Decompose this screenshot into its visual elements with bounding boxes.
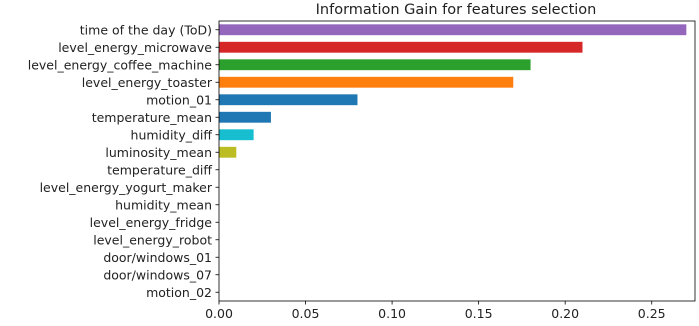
bar-1 — [219, 41, 583, 53]
bar-6 — [219, 129, 254, 141]
x-tick-label-5: 0.25 — [638, 306, 666, 321]
y-tick-label-14: door/windows_07 — [103, 267, 212, 282]
y-tick-label-13: door/windows_01 — [103, 250, 212, 265]
chart-title: Information Gain for features selection — [316, 2, 597, 18]
y-tick-label-11: level_energy_fridge — [90, 215, 213, 230]
x-tick-label-1: 0.05 — [292, 306, 320, 321]
bar-4 — [219, 94, 358, 106]
y-tick-label-1: level_energy_microwave — [58, 40, 212, 55]
plot-frame — [218, 20, 696, 302]
y-tick-labels: time of the day (ToD) level_energy_microw… — [28, 22, 219, 300]
x-tick-label-3: 0.15 — [465, 306, 493, 321]
y-tick-label-4: motion_01 — [146, 92, 212, 107]
x-axis: 0.00 0.05 0.10 0.15 0.20 0.25 — [205, 301, 666, 321]
y-tick-label-10: humidity_mean — [115, 197, 212, 212]
y-tick-label-6: humidity_diff — [131, 127, 213, 142]
y-tick-label-7: luminosity_mean — [105, 145, 212, 160]
y-tick-label-15: motion_02 — [146, 285, 212, 300]
bar-5 — [219, 111, 271, 123]
x-tick-label-0: 0.00 — [205, 306, 233, 321]
bar-2 — [219, 59, 531, 71]
y-tick-label-9: level_energy_yogurt_maker — [40, 180, 213, 195]
y-tick-label-0: time of the day (ToD) — [80, 22, 212, 37]
y-tick-label-12: level_energy_robot — [93, 232, 212, 247]
x-tick-label-4: 0.20 — [551, 306, 579, 321]
bar-0 — [219, 24, 687, 36]
y-tick-label-2: level_energy_coffee_machine — [28, 57, 213, 72]
bar-7 — [219, 146, 237, 158]
bars-group — [219, 24, 687, 158]
bar-3 — [219, 76, 514, 88]
y-tick-label-8: temperature_diff — [107, 162, 212, 177]
y-tick-label-3: level_energy_toaster — [82, 75, 213, 90]
y-tick-label-5: temperature_mean — [92, 110, 212, 125]
x-tick-label-2: 0.10 — [378, 306, 406, 321]
